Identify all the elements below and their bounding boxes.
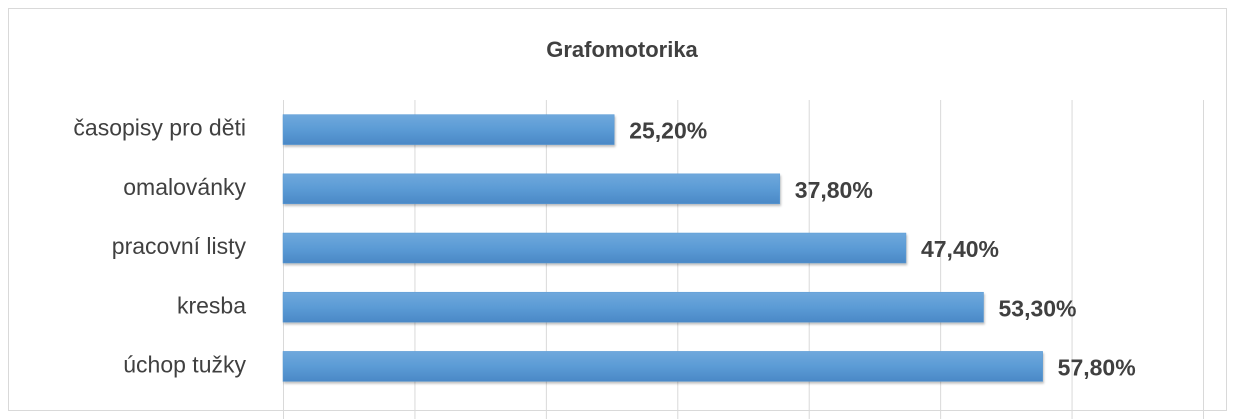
y-tick-label: úchop tužky [123,351,246,377]
bar [282,173,781,205]
bar [282,114,615,145]
y-tick-label: pracovní listy [112,233,247,259]
y-tick-label: kresba [177,292,246,318]
bar [282,232,907,264]
chart-border [8,8,1227,411]
data-label: 37,80% [795,177,873,203]
data-label: 57,80% [1058,354,1136,380]
data-label: 25,20% [629,118,707,144]
y-tick-label: časopisy pro děti [73,115,246,141]
bar [282,351,1043,382]
chart-title: Grafomotorika [546,37,698,62]
data-label: 47,40% [921,236,999,262]
y-tick-label: omalovánky [123,174,246,200]
data-label: 53,30% [999,295,1077,321]
bar [282,291,984,323]
